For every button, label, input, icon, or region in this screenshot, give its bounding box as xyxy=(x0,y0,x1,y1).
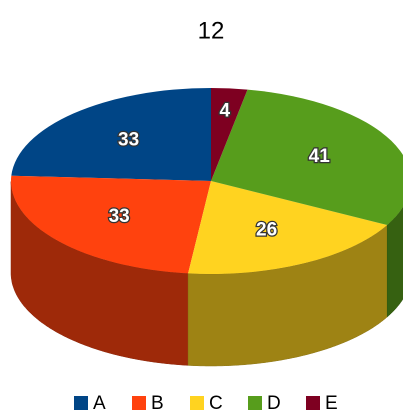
legend-swatch xyxy=(132,396,146,410)
slice-side xyxy=(386,206,403,318)
slice xyxy=(10,175,211,274)
value-label: 33 xyxy=(118,129,139,150)
legend-label: B xyxy=(151,393,164,412)
slice xyxy=(211,88,248,181)
legend-swatch xyxy=(248,396,262,410)
legend-swatch xyxy=(306,396,320,410)
slice xyxy=(211,89,403,225)
legend-label: D xyxy=(267,393,281,412)
legend-label: E xyxy=(325,393,338,412)
chart-title: 12 xyxy=(198,17,225,44)
value-label: 41 xyxy=(309,146,331,167)
slice xyxy=(188,181,388,275)
legend-label: A xyxy=(93,393,106,412)
legend-swatch xyxy=(190,396,204,410)
value-label: 4 xyxy=(219,101,230,122)
value-label: 33 xyxy=(109,206,130,227)
value-label: 26 xyxy=(256,219,277,240)
slice xyxy=(11,87,211,181)
slice-side xyxy=(187,224,388,367)
legend-label: C xyxy=(209,393,223,412)
legend-swatch xyxy=(74,396,88,410)
